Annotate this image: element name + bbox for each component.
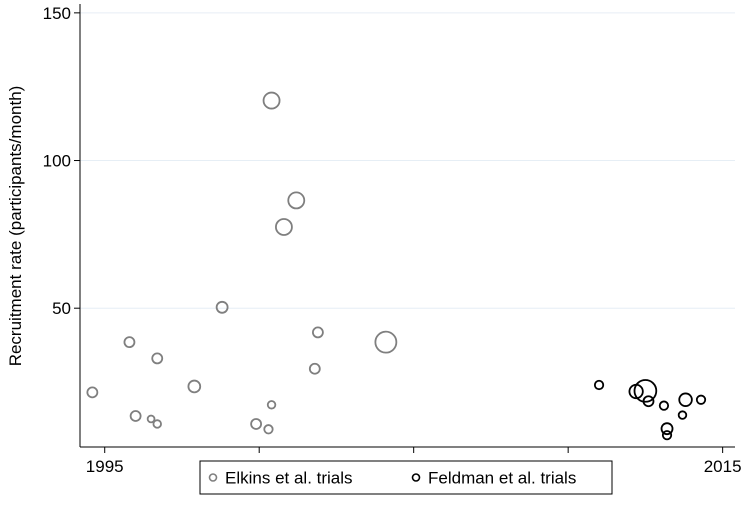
data-point: [123, 336, 136, 349]
data-points: [86, 91, 707, 441]
data-point: [287, 191, 306, 210]
data-point: [152, 419, 162, 429]
data-point: [151, 352, 164, 365]
data-point: [86, 386, 99, 399]
data-point: [266, 400, 277, 410]
data-point: [660, 422, 674, 436]
data-point: [129, 410, 142, 422]
y-tick-label: 100: [43, 152, 71, 171]
data-point: [658, 400, 670, 411]
y-axis-title: Recruitment rate (participants/month): [6, 86, 25, 367]
data-point: [633, 379, 658, 403]
data-point: [312, 326, 324, 339]
data-point: [593, 379, 605, 391]
data-point: [262, 91, 281, 110]
legend-label: Elkins et al. trials: [225, 469, 353, 488]
data-point: [250, 418, 263, 430]
y-tick-label: 150: [43, 4, 71, 23]
data-point: [678, 392, 693, 407]
data-point: [642, 395, 655, 408]
data-point: [263, 424, 274, 435]
data-point: [374, 330, 398, 354]
legend-marker: [411, 473, 421, 482]
data-point: [677, 410, 688, 420]
legend-label: Feldman et al. trials: [428, 469, 576, 488]
legend-marker: [208, 473, 218, 482]
x-tick-label: 1995: [86, 457, 124, 476]
x-tick-label: 2015: [704, 457, 742, 476]
data-point: [695, 394, 707, 405]
y-tick-label: 50: [52, 299, 71, 318]
data-point: [146, 414, 156, 424]
axes: 5010015019952000200520102015: [43, 4, 742, 476]
data-point: [661, 430, 673, 441]
data-point: [275, 218, 293, 236]
data-point: [308, 362, 321, 375]
legend-box: [199, 460, 613, 495]
legend: Elkins et al. trials Feldman et al. trial…: [199, 460, 613, 495]
data-point: [187, 379, 202, 394]
data-point: [215, 300, 229, 314]
grid-lines: [80, 12, 735, 309]
